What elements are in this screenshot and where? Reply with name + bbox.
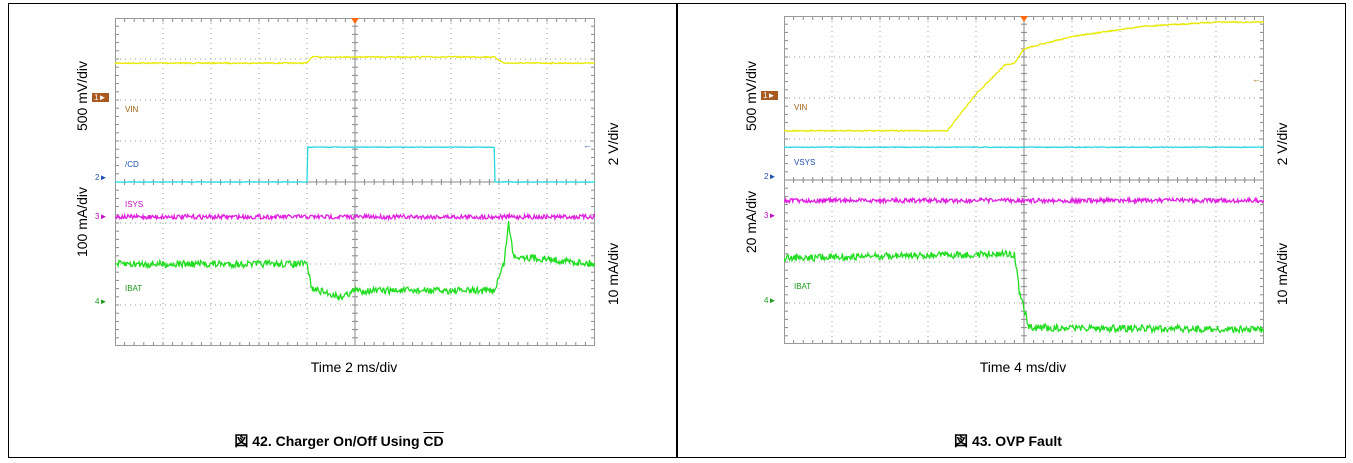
channel-marker-4: 4► — [95, 297, 108, 306]
trace-vin — [115, 55, 595, 65]
scope-plot-right: ← — [784, 16, 1264, 344]
channel-marker-3: 3► — [764, 211, 777, 220]
trace-ibat — [784, 248, 1264, 335]
figure-panel-left: ← 500 mV/div 100 mA/div 2 V/div 10 mA/di… — [8, 3, 677, 458]
trigger-marker-icon — [351, 18, 359, 24]
left-scale-top-label: 500 mV/div — [743, 60, 759, 132]
channel-marker-1: 1► — [761, 91, 779, 100]
caption-text: 図 42. Charger On/Off Using — [234, 433, 424, 449]
right-scale-bottom-label: 10 mA/div — [1274, 242, 1290, 306]
figure-panel-right: ← 500 mV/div 20 mA/div 2 V/div 10 mA/div… — [677, 3, 1346, 458]
caption-overline-text: CD — [423, 433, 444, 449]
channel-marker-2: 2► — [764, 172, 777, 181]
trace-label-ibat: IBAT — [125, 284, 143, 293]
trace-ibat — [115, 220, 595, 302]
figure-caption: 図 42. Charger On/Off Using CD — [234, 431, 443, 451]
right-scale-bottom-label: 10 mA/div — [605, 242, 621, 306]
trigger-marker-icon — [1020, 16, 1028, 22]
trace-cd — [115, 146, 595, 184]
channel-marker-4: 4► — [764, 296, 777, 305]
scope-svg-left: ← — [115, 18, 595, 346]
trace-isys — [115, 212, 595, 222]
trace-label-vin: VIN — [125, 105, 139, 114]
left-scale-top-label: 500 mV/div — [74, 60, 90, 132]
trace-label-cd: /CD — [125, 160, 139, 169]
channel-marker-3: 3► — [95, 212, 108, 221]
caption-text: 図 43. OVP Fault — [954, 433, 1062, 449]
scope-plot-left: ← — [115, 18, 595, 346]
trace-vin — [784, 20, 1264, 133]
trace-label-isys: ISYS — [125, 200, 144, 209]
trace-label-vsys: VSYS — [794, 158, 816, 167]
time-axis-label: Time 2 ms/div — [310, 359, 398, 375]
right-scale-top-label: 2 V/div — [605, 122, 621, 166]
right-scale-top-label: 2 V/div — [1274, 122, 1290, 166]
trace-label-vin: VIN — [794, 103, 808, 112]
channel-marker-2: 2► — [95, 173, 108, 182]
trace-vsys — [784, 145, 1264, 149]
channel-marker-1: 1► — [92, 93, 110, 102]
left-scale-bottom-label: 20 mA/div — [743, 190, 759, 254]
time-axis-label: Time 4 ms/div — [979, 359, 1067, 375]
ref-arrow-icon: ← — [1252, 74, 1261, 84]
trace-isys — [784, 195, 1264, 206]
figure-caption: 図 43. OVP Fault — [954, 431, 1062, 451]
ref-arrow-icon: ← — [583, 140, 592, 150]
left-scale-bottom-label: 100 mA/div — [74, 186, 90, 258]
scope-svg-right: ← — [784, 16, 1264, 344]
trace-label-ibat: IBAT — [794, 282, 812, 291]
